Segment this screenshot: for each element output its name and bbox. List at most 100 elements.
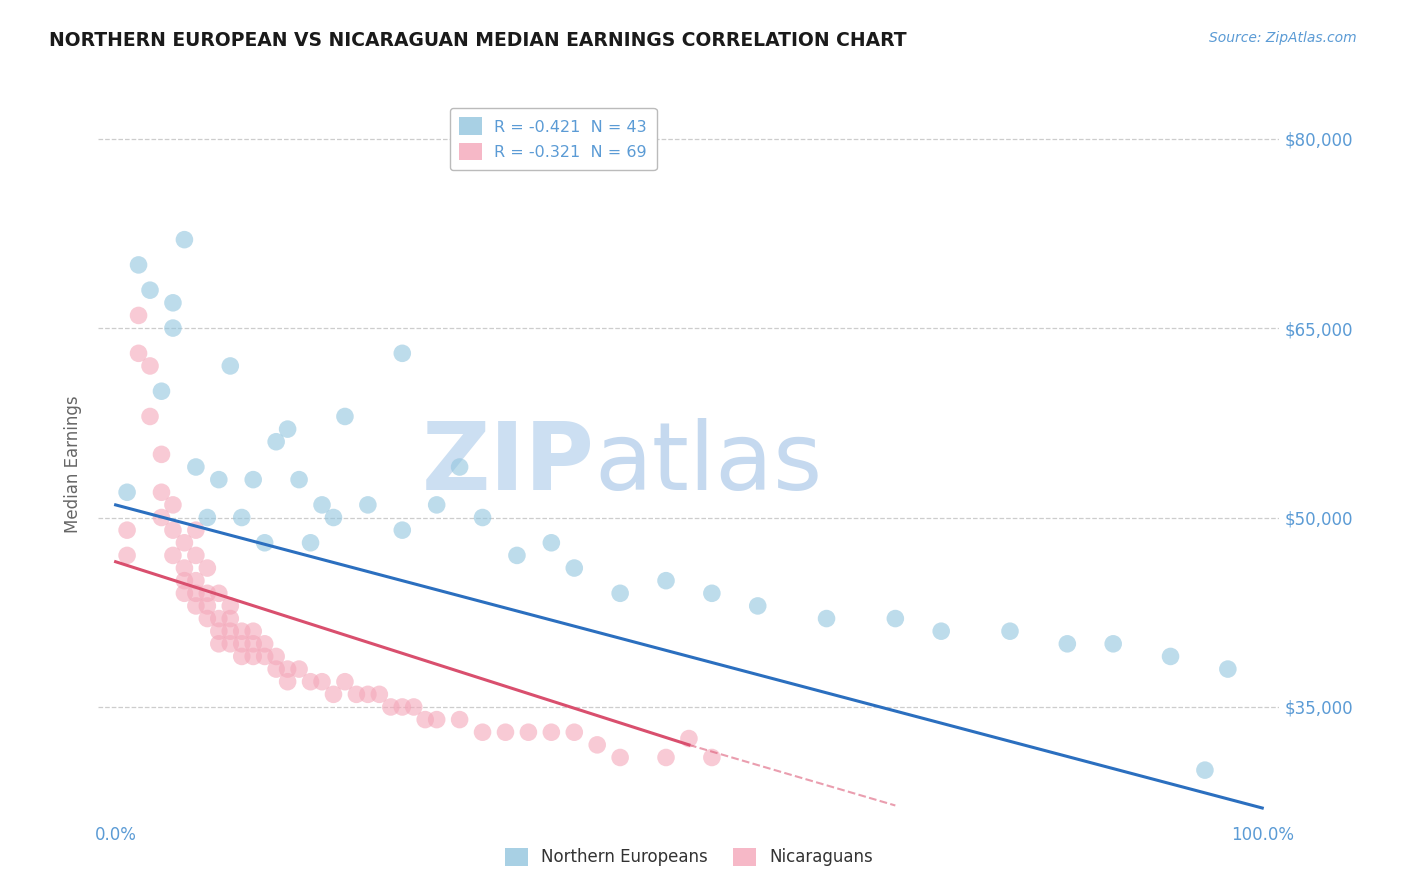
Point (173, 586, 195, 600)
Point (219, 599, 242, 613)
Point (884, 611, 907, 625)
Point (562, 561, 585, 575)
Point (517, 725, 540, 739)
Point (1216, 662, 1239, 676)
Point (264, 662, 287, 676)
Point (413, 713, 436, 727)
Point (264, 434, 287, 449)
Point (195, 510, 218, 524)
Point (311, 498, 333, 512)
Point (115, 485, 138, 500)
Point (242, 649, 264, 664)
Point (678, 731, 700, 746)
Point (139, 409, 162, 424)
Point (929, 624, 952, 639)
Point (162, 523, 184, 537)
Point (344, 687, 367, 701)
Point (150, 384, 173, 399)
Point (219, 624, 242, 639)
Point (815, 611, 838, 625)
Point (357, 687, 380, 701)
Point (162, 498, 184, 512)
Point (162, 295, 184, 310)
Point (402, 700, 425, 714)
Point (184, 574, 207, 588)
Point (288, 473, 311, 487)
Point (162, 549, 184, 563)
Point (242, 624, 264, 639)
Point (562, 725, 585, 739)
Point (449, 713, 471, 727)
Point (747, 599, 769, 613)
Text: Source: ZipAtlas.com: Source: ZipAtlas.com (1209, 31, 1357, 45)
Point (242, 637, 264, 651)
Point (150, 447, 173, 461)
Point (184, 549, 207, 563)
Point (195, 586, 218, 600)
Point (299, 535, 322, 549)
Point (391, 523, 413, 537)
Point (231, 649, 253, 664)
Point (195, 561, 218, 575)
Point (253, 637, 276, 651)
Point (231, 624, 253, 639)
Point (173, 574, 195, 588)
Point (609, 750, 631, 764)
Point (700, 586, 723, 600)
Point (173, 535, 195, 549)
Point (998, 624, 1021, 639)
Point (253, 535, 276, 549)
Point (173, 233, 195, 247)
Point (322, 687, 344, 701)
Point (333, 674, 356, 689)
Point (333, 409, 356, 424)
Point (277, 662, 299, 676)
Point (184, 460, 207, 475)
Point (128, 346, 150, 360)
Point (219, 359, 242, 373)
Text: NORTHERN EUROPEAN VS NICARAGUAN MEDIAN EARNINGS CORRELATION CHART: NORTHERN EUROPEAN VS NICARAGUAN MEDIAN E… (49, 31, 907, 50)
Point (495, 725, 517, 739)
Point (1056, 637, 1078, 651)
Point (219, 611, 242, 625)
Point (357, 498, 380, 512)
Point (139, 359, 162, 373)
Point (277, 422, 299, 436)
Point (208, 473, 231, 487)
Point (150, 485, 173, 500)
Point (426, 498, 449, 512)
Point (277, 674, 299, 689)
Point (208, 586, 231, 600)
Legend: Northern Europeans, Nicaraguans: Northern Europeans, Nicaraguans (498, 841, 880, 873)
Point (299, 674, 322, 689)
Y-axis label: Median Earnings: Median Earnings (65, 395, 83, 533)
Point (540, 535, 562, 549)
Point (162, 321, 184, 335)
Point (264, 649, 287, 664)
Point (231, 510, 253, 524)
Point (208, 611, 231, 625)
Point (471, 510, 494, 524)
Point (184, 523, 207, 537)
Point (380, 700, 402, 714)
Point (391, 700, 413, 714)
Point (1102, 637, 1125, 651)
Text: atlas: atlas (595, 417, 823, 510)
Point (208, 637, 231, 651)
Text: ZIP: ZIP (422, 417, 595, 510)
Point (195, 599, 218, 613)
Point (173, 561, 195, 575)
Point (150, 510, 173, 524)
Point (586, 738, 609, 752)
Point (253, 649, 276, 664)
Point (540, 725, 562, 739)
Point (195, 611, 218, 625)
Point (655, 750, 678, 764)
Point (506, 549, 529, 563)
Point (128, 309, 150, 323)
Point (139, 283, 162, 297)
Point (655, 574, 678, 588)
Point (231, 637, 253, 651)
Point (368, 687, 391, 701)
Point (471, 725, 494, 739)
